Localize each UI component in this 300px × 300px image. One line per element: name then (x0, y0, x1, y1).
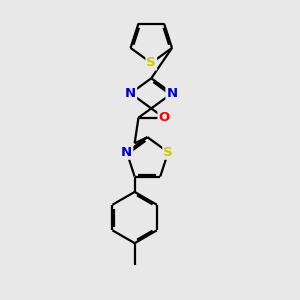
Text: O: O (158, 111, 170, 124)
Text: N: N (121, 146, 132, 159)
Text: S: S (146, 56, 156, 70)
Text: N: N (167, 87, 178, 100)
Text: N: N (125, 87, 136, 100)
Text: S: S (163, 146, 173, 159)
